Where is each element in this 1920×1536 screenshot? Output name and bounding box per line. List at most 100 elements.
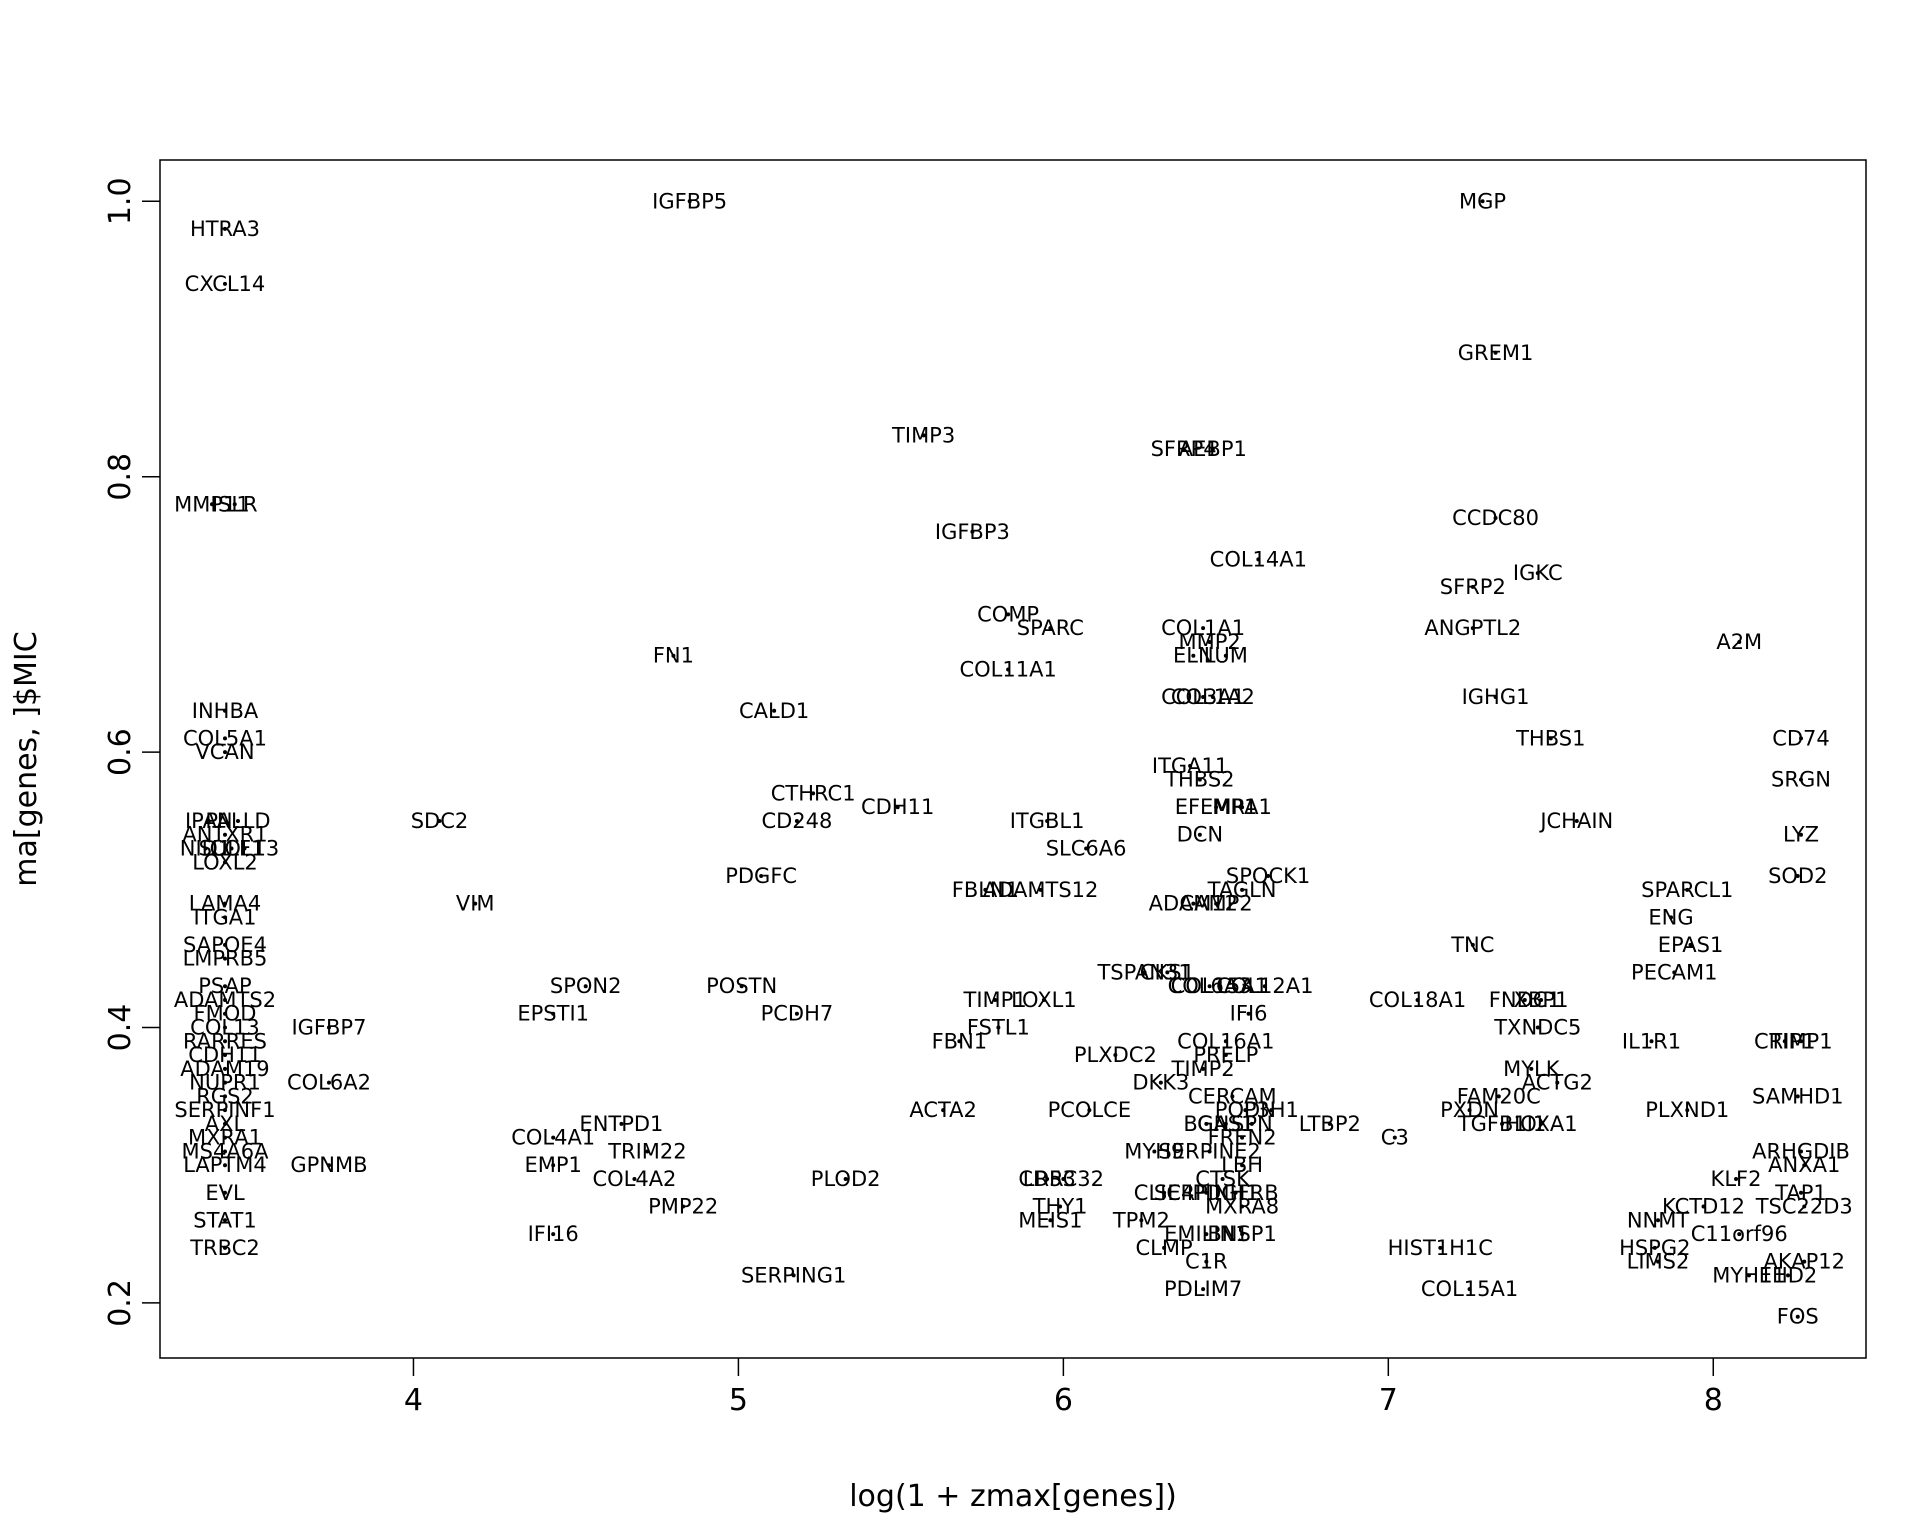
data-point — [1522, 997, 1527, 1002]
point-label: CTHRC1 — [771, 781, 856, 805]
data-point — [1201, 626, 1206, 631]
point-label: IFI6 — [1230, 1002, 1268, 1026]
point-label: MYLK — [1503, 1057, 1561, 1081]
point-label: COL6A2 — [287, 1071, 371, 1095]
point-label: ADAMTS12 — [983, 878, 1099, 902]
point-label: SPARC — [1017, 616, 1084, 640]
data-point — [791, 1273, 796, 1278]
point-label: MRA1 — [1212, 795, 1272, 819]
data-point — [1548, 736, 1553, 741]
point-label: IL1R1 — [1622, 1029, 1681, 1053]
point-label: COL15A1 — [1421, 1277, 1518, 1301]
point-label: ANGPTL2 — [1424, 616, 1521, 640]
point-label: IFI16 — [528, 1222, 579, 1246]
data-point — [1201, 1287, 1206, 1292]
point-label: EHD2 — [1759, 1263, 1818, 1287]
point-label: SDC2 — [411, 809, 469, 833]
data-point — [671, 653, 676, 658]
x-axis: 4 5 6 7 8 — [404, 1358, 1723, 1418]
point-label: TNC — [1450, 933, 1494, 957]
data-point — [1223, 1053, 1228, 1058]
point-label: CERCAM — [1188, 1084, 1277, 1108]
point-label: ACTG2 — [1522, 1071, 1593, 1095]
plot-frame — [159, 159, 1867, 1359]
data-point — [1084, 846, 1089, 851]
data-point — [1048, 626, 1053, 631]
data-point — [687, 199, 692, 204]
data-point — [1223, 1121, 1228, 1126]
point-label: LAPTM4 — [183, 1153, 267, 1177]
point-label: CAMP2 — [1180, 892, 1253, 916]
data-point — [1795, 874, 1800, 879]
point-label: ADAMTS2 — [174, 988, 276, 1012]
point-label: JCHAIN — [1538, 809, 1613, 833]
data-point — [1795, 1314, 1800, 1319]
point-label: COL6A3 — [1168, 974, 1252, 998]
point-label: PXDN — [1440, 1098, 1499, 1122]
point-label: COMP — [977, 602, 1039, 626]
data-point — [473, 901, 478, 906]
data-point — [1795, 1094, 1800, 1099]
point-label: EVL — [205, 1181, 245, 1205]
point-label: NID1 — [180, 837, 231, 861]
point-label: VIM — [456, 892, 495, 916]
data-point — [1802, 1163, 1807, 1168]
point-label: PLXND1 — [1645, 1098, 1729, 1122]
point-label: COL5A1 — [183, 726, 267, 750]
data-point — [1734, 1176, 1739, 1181]
data-point — [222, 1011, 227, 1016]
point-label: MGP — [1459, 189, 1506, 213]
point-label: TXNDC5 — [1493, 1016, 1581, 1040]
point-label: IGFBP5 — [652, 189, 727, 213]
data-point — [1737, 639, 1742, 644]
point-label: PALLD — [205, 809, 270, 833]
x-tick-label: 7 — [1379, 1383, 1398, 1418]
data-point — [1701, 1204, 1706, 1209]
y-axis-title: ma[genes, ]$MIC — [9, 631, 44, 886]
point-label: COL15A1 — [1171, 974, 1268, 998]
data-point — [1782, 1039, 1787, 1044]
point-label: RARRES — [183, 1029, 267, 1053]
point-label: LOXL1 — [1011, 988, 1077, 1012]
point-label: SLC6A6 — [1046, 837, 1127, 861]
data-point — [1240, 1204, 1245, 1209]
point-label: SOD2 — [1768, 864, 1827, 888]
point-label: COL4A2 — [592, 1167, 676, 1191]
data-point — [222, 1245, 227, 1250]
data-point — [1470, 584, 1475, 589]
data-point — [1493, 516, 1498, 521]
point-label: LRRC32 — [1023, 1167, 1104, 1191]
data-point — [1470, 626, 1475, 631]
data-point — [222, 1149, 227, 1154]
data-point — [1555, 1080, 1560, 1085]
data-point — [1207, 984, 1212, 989]
point-label: CD53 — [1018, 1167, 1076, 1191]
point-label: SERPINF1 — [174, 1098, 275, 1122]
point-label: SFRP2 — [1440, 575, 1506, 599]
data-point — [1415, 997, 1420, 1002]
data-point — [222, 942, 227, 947]
data-point — [1802, 1204, 1807, 1209]
data-point — [1656, 1218, 1661, 1223]
data-point — [551, 1232, 556, 1237]
point-label: DCN — [1177, 823, 1224, 847]
point-label: CTSK — [1195, 1167, 1251, 1191]
y-tick-label: 0.8 — [103, 453, 138, 501]
data-point — [1152, 1149, 1157, 1154]
point-label: SAPOE4 — [183, 933, 267, 957]
point-label: GPNMB — [290, 1153, 367, 1177]
data-point — [1652, 1245, 1657, 1250]
data-point — [1188, 763, 1193, 768]
data-point — [1223, 1039, 1228, 1044]
point-label: COL13 — [190, 1016, 260, 1040]
data-point — [222, 1108, 227, 1113]
data-point — [551, 1011, 556, 1016]
data-point — [1685, 887, 1690, 892]
data-point — [1165, 970, 1170, 975]
point-label: IPAN — [185, 809, 233, 833]
data-point — [1799, 1149, 1804, 1154]
point-label: IGKC — [1513, 561, 1563, 585]
point-label: ANTXR1 — [182, 823, 267, 847]
point-label: TRBC2 — [189, 1236, 259, 1260]
